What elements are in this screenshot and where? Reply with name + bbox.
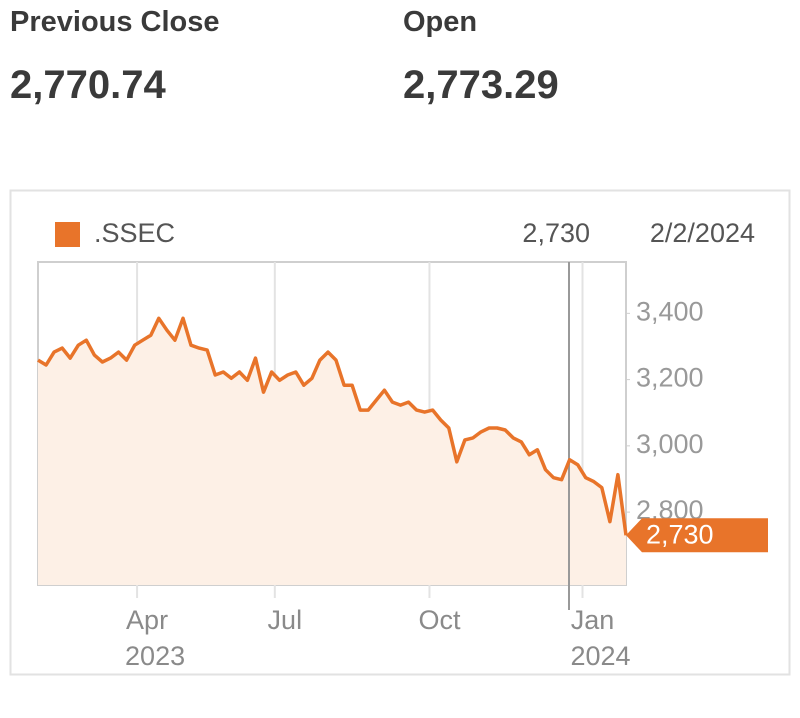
area [38, 318, 626, 585]
legend-label: .SSEC [94, 218, 175, 248]
stat-label: Open [403, 6, 478, 38]
y-tick-label: 3,000 [636, 429, 704, 459]
x-tick-label: Oct [418, 605, 461, 635]
x-year-label: 2023 [125, 641, 185, 671]
x-tick-label: Apr [126, 605, 168, 635]
x-tick-label: Jan [571, 605, 615, 635]
value-tag-label: 2,730 [646, 519, 714, 549]
x-year-label: 2024 [570, 641, 630, 671]
stat-value: 2,770.74 [10, 63, 166, 107]
y-tick-label: 3,400 [636, 296, 704, 326]
stat-label: Previous Close [10, 6, 220, 38]
crosshair-value: 2,730 [522, 218, 590, 248]
y-tick-label: 3,200 [636, 363, 704, 393]
chart-frame [9, 189, 791, 676]
stat: Previous Close 2,770.74 [10, 4, 220, 110]
legend-swatch [55, 222, 80, 247]
x-tick-label: Jul [268, 605, 303, 635]
value-tag [626, 518, 768, 553]
stat-value: 2,773.29 [403, 63, 559, 107]
stat: Open 2,773.29 [403, 4, 559, 110]
line [37, 316, 628, 536]
crosshair-date: 2/2/2024 [650, 218, 755, 248]
